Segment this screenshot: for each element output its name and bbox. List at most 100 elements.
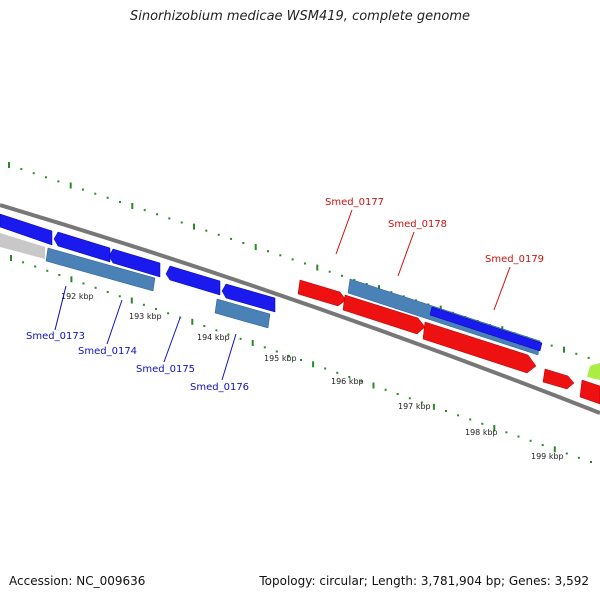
gene-label[interactable]: Smed_0175 — [136, 364, 195, 375]
tick-mark — [481, 422, 484, 425]
tick-mark — [32, 172, 35, 175]
gene-arrow-right-1[interactable] — [542, 368, 575, 390]
tick-mark — [217, 233, 220, 236]
gene-labels: Smed_0173 Smed_0174 Smed_0175 Smed_0176 Smed… — [26, 197, 544, 393]
tick-mark — [517, 435, 520, 438]
tick-mark — [82, 282, 85, 285]
genome-title: Sinorhizobium medicae WSM419, complete g… — [129, 9, 471, 24]
gene-label[interactable]: Smed_0177 — [325, 197, 384, 208]
tick-mark — [215, 329, 218, 332]
tick-mark — [131, 203, 134, 209]
tick-mark — [106, 291, 109, 293]
gene-arrow-smed-0176b[interactable] — [221, 283, 276, 313]
other-feature-right[interactable] — [587, 363, 600, 380]
gene-arrow-right-2[interactable] — [579, 379, 600, 405]
tick-mark — [353, 278, 356, 281]
tick-mark — [8, 162, 10, 168]
tick-mark — [304, 262, 306, 265]
tick-mark — [390, 291, 393, 294]
gene-arrow-smed-0173[interactable] — [0, 213, 53, 246]
tick-mark — [230, 237, 232, 240]
tick-mark — [251, 340, 254, 346]
tick-mark — [287, 354, 290, 357]
gene-arrow-smed-0179-reverse[interactable] — [429, 306, 543, 352]
tick-mark — [69, 182, 72, 189]
tick-mark — [70, 276, 73, 283]
tick-mark — [227, 333, 230, 336]
kbp-tick-label: 195 kbp — [264, 354, 297, 363]
tick-mark — [360, 380, 363, 383]
tick-mark — [469, 418, 472, 421]
tick-mark — [378, 285, 380, 292]
tick-mark — [106, 196, 109, 199]
tick-mark — [46, 269, 49, 272]
tick-mark — [118, 295, 121, 298]
tick-mark — [57, 180, 60, 183]
tick-mark — [575, 352, 578, 355]
cds-bar-smed-0176[interactable] — [214, 298, 271, 329]
tick-mark — [179, 316, 182, 319]
tick-mark — [312, 361, 315, 368]
gene-features — [0, 213, 600, 405]
tick-mark — [143, 209, 146, 212]
gene-label[interactable]: Smed_0174 — [78, 346, 137, 357]
tick-mark — [365, 283, 368, 285]
gene-label[interactable]: Smed_0178 — [388, 219, 447, 230]
tick-mark — [493, 425, 496, 431]
gene-label[interactable]: Smed_0173 — [26, 331, 85, 342]
tick-mark — [168, 217, 171, 220]
tick-mark — [130, 297, 133, 304]
tick-mark — [254, 244, 257, 251]
tick-mark — [396, 393, 399, 395]
tick-mark — [10, 255, 12, 261]
gene-leader-line — [106, 299, 123, 345]
lower-tick-row — [10, 255, 592, 463]
tick-mark — [119, 200, 121, 203]
tick-mark — [316, 264, 319, 271]
gene-leader-line — [397, 231, 415, 277]
tick-mark — [94, 286, 97, 289]
tick-mark — [203, 325, 206, 327]
gene-label[interactable]: Smed_0176 — [190, 382, 249, 393]
kbp-tick-label: 192 kbp — [61, 292, 94, 301]
tick-mark — [155, 308, 157, 310]
tick-mark — [193, 223, 195, 230]
tick-mark — [142, 303, 145, 306]
tick-mark — [445, 410, 447, 412]
partial-feature-left[interactable] — [0, 233, 45, 259]
gene-arrow-smed-0178[interactable] — [342, 294, 426, 335]
tick-mark — [34, 265, 37, 268]
tick-mark — [239, 337, 242, 340]
tick-mark — [180, 221, 183, 224]
backbone-upper-line — [0, 203, 600, 415]
genome-backbone — [0, 203, 600, 415]
tick-mark — [590, 461, 592, 463]
tick-mark — [275, 350, 278, 353]
tick-mark — [565, 452, 568, 455]
tick-mark — [156, 213, 158, 216]
gene-arrow-smed-0177[interactable] — [297, 279, 347, 307]
kbp-labels: 192 kbp 193 kbp 194 kbp 195 kbp 196 kbp 197 k… — [61, 292, 564, 461]
gene-leader-line — [335, 209, 353, 255]
tick-mark — [22, 261, 25, 264]
tick-mark — [20, 168, 23, 171]
tick-mark — [328, 270, 331, 273]
tick-mark — [577, 456, 580, 459]
gene-leader-line — [493, 266, 511, 311]
gene-arrow-smed-0175[interactable] — [108, 248, 161, 278]
tick-mark — [550, 344, 553, 347]
gene-arrow-smed-0179[interactable] — [422, 321, 537, 374]
tick-mark — [263, 346, 266, 349]
tick-mark — [529, 439, 532, 442]
tick-mark — [191, 318, 194, 325]
cds-bar-smed-0174[interactable] — [45, 247, 156, 292]
tick-mark — [563, 346, 565, 353]
tick-mark — [205, 229, 208, 232]
gene-arrow-smed-0176[interactable] — [165, 265, 221, 296]
kbp-tick-label: 198 kbp — [465, 428, 498, 437]
tick-mark — [457, 414, 460, 417]
gene-label[interactable]: Smed_0179 — [485, 254, 544, 265]
gene-leader-line — [163, 317, 181, 363]
